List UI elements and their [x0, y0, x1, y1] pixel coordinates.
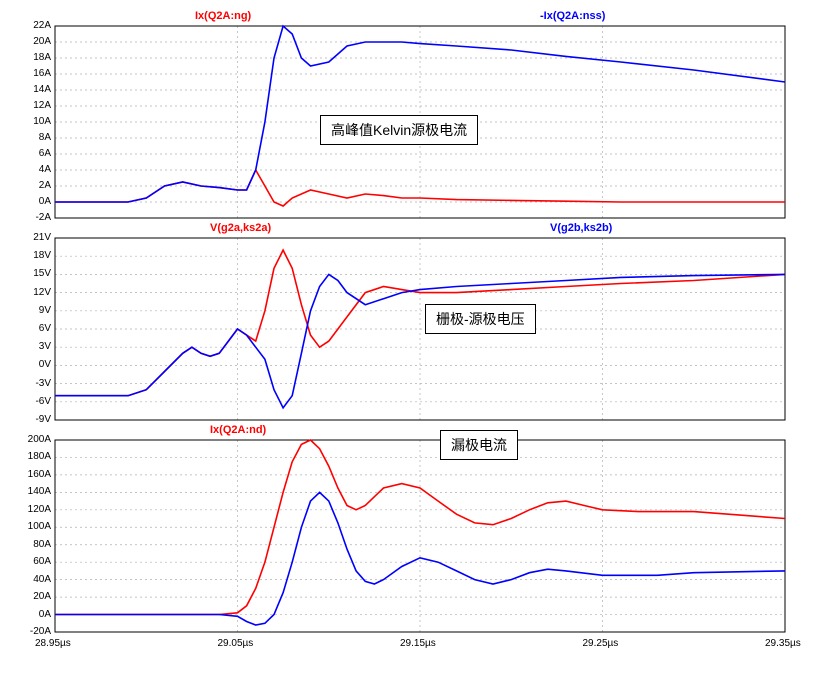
ytick-label: 10A — [10, 116, 51, 127]
ytick-label: 140A — [10, 486, 51, 497]
ytick-label: 160A — [10, 469, 51, 480]
ytick-label: 20A — [10, 591, 51, 602]
ytick-label: 6A — [10, 148, 51, 159]
xaxis-labels: 28.95µs29.05µs29.15µs29.25µs29.35µs — [10, 636, 790, 656]
trace-label: V(g2b,ks2b) — [550, 222, 612, 234]
panel-vgs: -9V-6V-3V0V3V6V9V12V15V18V21VV(g2a,ks2a)… — [10, 222, 790, 422]
plot-svg — [10, 424, 790, 634]
ytick-label: 4A — [10, 164, 51, 175]
ytick-label: 15V — [10, 268, 51, 279]
panel-kelvin: -2A0A2A4A6A8A10A12A14A16A18A20A22AIx(Q2A… — [10, 10, 790, 220]
ytick-label: 21V — [10, 232, 51, 243]
ytick-label: 2A — [10, 180, 51, 191]
ytick-label: 16A — [10, 68, 51, 79]
ytick-label: 200A — [10, 434, 51, 445]
panel-drain: -20A0A20A40A60A80A100A120A140A160A180A20… — [10, 424, 790, 634]
ytick-label: 0A — [10, 609, 51, 620]
ytick-label: 80A — [10, 539, 51, 550]
ytick-label: 6V — [10, 323, 51, 334]
xtick-label: 29.05µs — [218, 638, 254, 649]
simulation-chart: -2A0A2A4A6A8A10A12A14A16A18A20A22AIx(Q2A… — [10, 10, 790, 656]
ytick-label: 0V — [10, 359, 51, 370]
ytick-label: 18A — [10, 52, 51, 63]
ytick-label: 3V — [10, 341, 51, 352]
legend-box: 栅极-源极电压 — [425, 304, 536, 334]
xtick-label: 29.25µs — [583, 638, 619, 649]
ytick-label: 8A — [10, 132, 51, 143]
ytick-label: 12A — [10, 100, 51, 111]
ytick-label: 12V — [10, 287, 51, 298]
xtick-label: 29.15µs — [400, 638, 436, 649]
trace-label: Ix(Q2A:nd) — [210, 424, 266, 436]
ytick-label: -6V — [10, 396, 51, 407]
ytick-label: 22A — [10, 20, 51, 31]
ytick-label: 180A — [10, 451, 51, 462]
ytick-label: 40A — [10, 574, 51, 585]
ytick-label: 9V — [10, 305, 51, 316]
trace-label: -Ix(Q2A:nss) — [540, 10, 605, 22]
ytick-label: 0A — [10, 196, 51, 207]
ytick-label: 60A — [10, 556, 51, 567]
ytick-label: 100A — [10, 521, 51, 532]
ytick-label: 14A — [10, 84, 51, 95]
ytick-label: 120A — [10, 504, 51, 515]
trace-label: Ix(Q2A:ng) — [195, 10, 251, 22]
ytick-label: -3V — [10, 378, 51, 389]
plot-svg — [10, 222, 790, 422]
trace-label: V(g2a,ks2a) — [210, 222, 271, 234]
legend-box: 漏极电流 — [440, 430, 518, 460]
xtick-label: 28.95µs — [35, 638, 71, 649]
ytick-label: 20A — [10, 36, 51, 47]
legend-box: 高峰值Kelvin源极电流 — [320, 115, 478, 145]
xtick-label: 29.35µs — [765, 638, 801, 649]
ytick-label: 18V — [10, 250, 51, 261]
